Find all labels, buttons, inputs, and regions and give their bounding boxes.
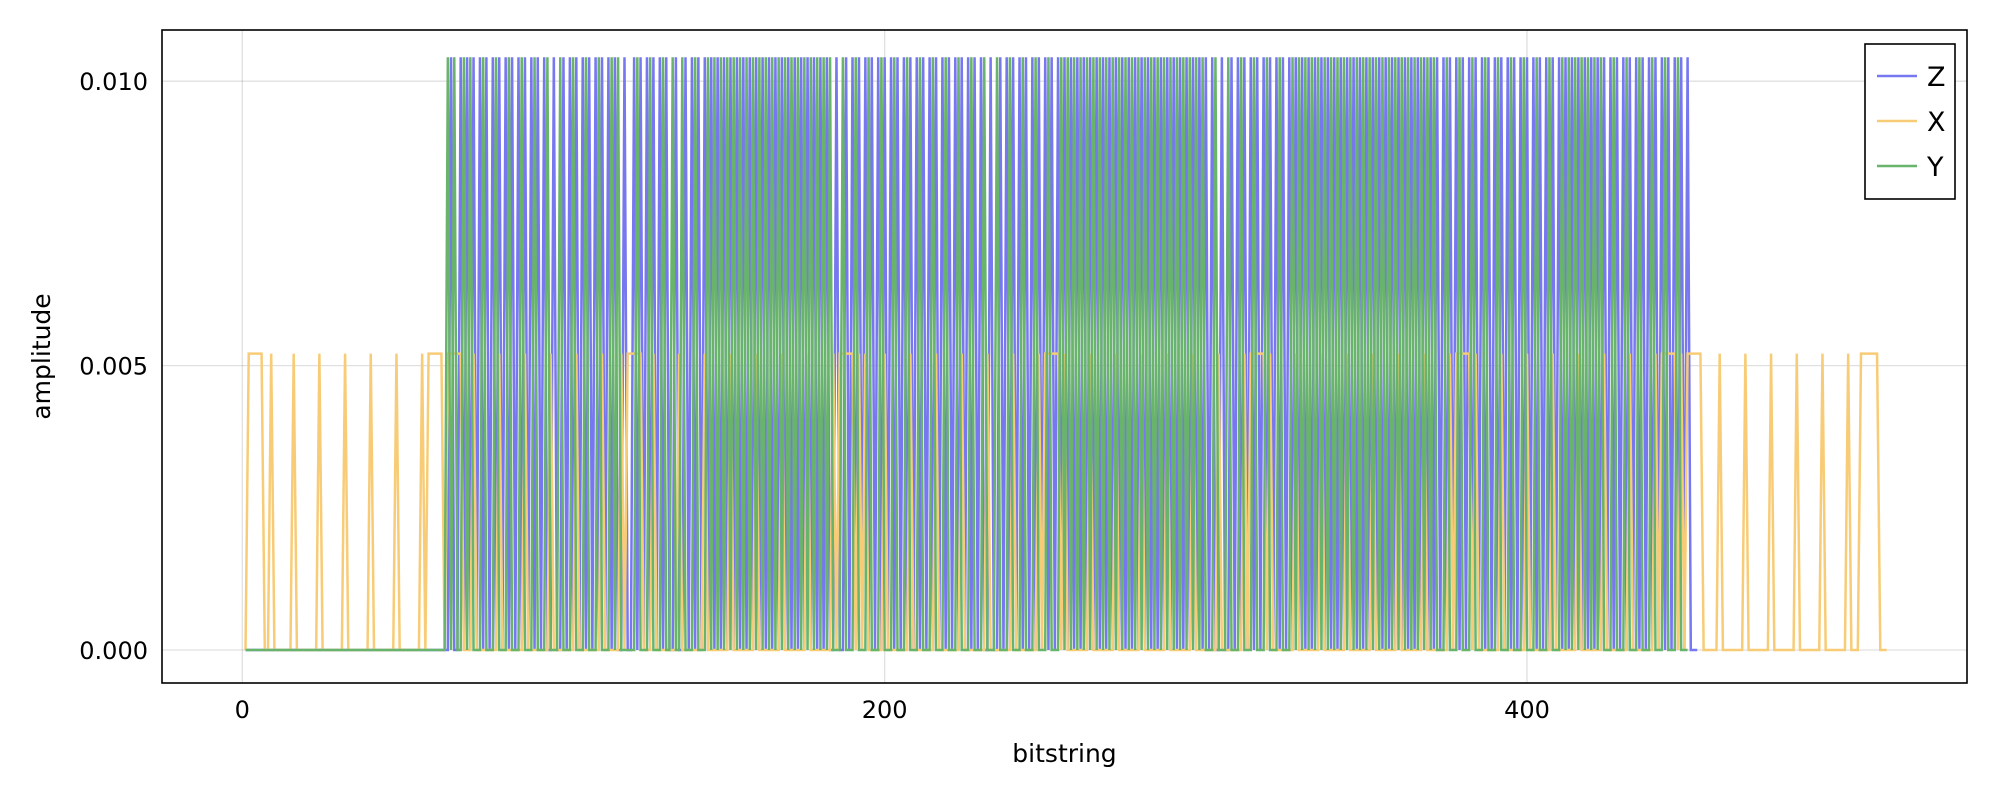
- y-tick-label: 0.010: [79, 68, 148, 96]
- legend-entries: ZXY: [1877, 62, 1946, 183]
- legend: ZXY: [1864, 43, 1956, 200]
- y-tick-label: 0.000: [79, 637, 148, 665]
- legend-label-x: X: [1927, 107, 1946, 138]
- y-axis-title: amplitude: [27, 293, 56, 419]
- x-axis-title: bitstring: [1012, 739, 1116, 768]
- x-tick-label: 200: [862, 696, 908, 724]
- legend-label-y: Y: [1926, 152, 1944, 183]
- x-tick-label: 400: [1504, 696, 1550, 724]
- x-tick-label: 0: [235, 696, 250, 724]
- series-line-y: [245, 57, 1688, 652]
- y-tick-labels: 0.000 0.005 0.010: [79, 68, 148, 665]
- y-tick-label: 0.005: [79, 353, 148, 381]
- plot-frame: [161, 29, 1968, 684]
- series-group: [244, 57, 1887, 652]
- legend-label-z: Z: [1927, 62, 1946, 93]
- x-tick-labels: 0 200 400: [235, 696, 1550, 724]
